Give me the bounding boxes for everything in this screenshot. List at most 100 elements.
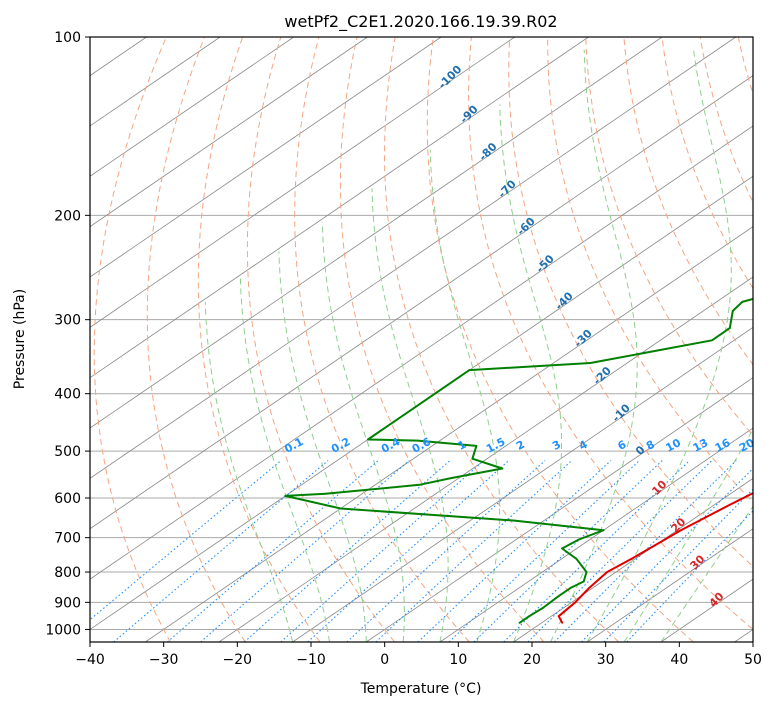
dewpoint-point <box>367 438 369 441</box>
dry-adiabat-line <box>146 37 246 642</box>
x-axis-label: Temperature (°C) <box>360 681 482 697</box>
temperature-point <box>606 571 609 573</box>
isotherm-line <box>145 226 753 642</box>
mixing-ratio-line <box>581 467 753 642</box>
isotherm-line <box>218 276 753 642</box>
dewpoint-point <box>741 301 744 303</box>
dewpoint-point <box>731 310 734 312</box>
temperature-point <box>630 557 633 560</box>
dewpoint-point <box>513 519 516 522</box>
x-tick-label: 50 <box>744 652 762 668</box>
dewpoint-point <box>417 439 419 442</box>
dry-adiabat-line <box>547 37 753 503</box>
x-tick-label: 40 <box>670 652 688 668</box>
moist-adiabat-line <box>550 49 638 642</box>
y-tick-label: 300 <box>54 313 81 329</box>
moist-adiabat-line <box>204 301 294 642</box>
moist-adiabat-line <box>499 104 562 642</box>
dry-adiabat-line <box>197 37 321 642</box>
isotherm-line <box>90 37 442 278</box>
chart-title: wetPf2_C2E1.2020.166.19.39.R02 <box>284 12 557 32</box>
dry-adiabat-line <box>93 37 171 642</box>
y-tick-label: 500 <box>54 444 81 460</box>
dewpoint-point <box>578 538 580 541</box>
dry-adiabat-line <box>339 37 545 642</box>
isotherm-line <box>90 37 589 379</box>
mixing-ratio-line <box>417 460 612 642</box>
temperature-point <box>654 544 657 546</box>
moist-adiabat-line <box>660 505 753 642</box>
dewpoint-point <box>418 483 421 486</box>
dewpoint-point <box>561 547 563 550</box>
mixing-ratio-line <box>527 460 713 642</box>
moist-adiabat-line <box>429 149 501 642</box>
isotherm-line <box>439 427 753 642</box>
dry-adiabat-line <box>383 37 620 642</box>
dry-adiabat-line <box>426 37 694 642</box>
y-axis-label: Pressure (hPa) <box>12 289 28 389</box>
temperature-point <box>557 615 560 618</box>
isotherm-line <box>90 37 516 328</box>
mixing-ratio-line <box>90 460 282 621</box>
moist-adiabat-line <box>623 428 753 642</box>
moist-adiabat-line <box>321 221 405 642</box>
mixing-ratio-line <box>503 460 691 642</box>
dewpoint-point <box>471 457 474 460</box>
isotherm-line <box>90 175 753 630</box>
mixing-ratio-lines <box>90 460 753 642</box>
plot-frame <box>89 36 754 643</box>
x-tick-label: 20 <box>523 652 541 668</box>
dewpoint-point <box>475 445 478 447</box>
isotherm-line <box>366 377 753 642</box>
isotherm-line <box>90 37 368 228</box>
isotherm-line <box>90 37 737 479</box>
y-tick-label: 1000 <box>45 622 81 638</box>
dewpoint-point <box>468 369 471 371</box>
dewpoint-point <box>324 492 327 495</box>
moist-adiabat-line <box>278 251 367 642</box>
mixing-ratio-label: 16 <box>713 436 733 455</box>
dry-adiabat-line <box>246 37 395 642</box>
mixing-ratio-line <box>113 460 329 642</box>
temperature-point <box>725 505 728 508</box>
moist-adiabats <box>204 49 753 642</box>
dry-adiabat-line <box>468 37 753 631</box>
temperature-point <box>680 529 682 532</box>
isobar-grid <box>90 37 753 630</box>
isotherm-line <box>90 37 295 177</box>
dewpoint-point <box>557 595 559 598</box>
mixing-ratio-line <box>346 460 546 642</box>
dewpoint-point <box>518 622 521 624</box>
dry-adiabat-line <box>623 37 753 366</box>
dewpoint-point <box>284 495 287 497</box>
mixing-ratio-label: 20 <box>737 436 757 455</box>
dewpoint-point <box>582 580 585 583</box>
mixing-ratio-label: 13 <box>691 436 711 455</box>
mixing-ratio-line <box>280 460 485 642</box>
temperature-point <box>561 622 564 624</box>
moist-adiabat-line <box>239 277 330 642</box>
y-tick-label: 200 <box>54 208 81 224</box>
dewpoint-point <box>541 607 544 609</box>
isotherm-line <box>90 37 663 429</box>
dewpoint-point <box>728 327 731 329</box>
mixing-ratio-line <box>244 460 451 642</box>
x-tick-label: 10 <box>449 652 467 668</box>
dewpoint-point <box>589 362 592 364</box>
y-tick-label: 900 <box>54 595 81 611</box>
dewpoint-point <box>711 339 713 342</box>
dry-adiabat-line <box>508 37 753 568</box>
y-tick-label: 700 <box>54 531 81 547</box>
mixing-ratio-line <box>307 460 510 642</box>
dewpoint-point <box>339 507 342 510</box>
mixing-ratio-line <box>375 460 573 642</box>
mixing-ratio-label: 10 <box>663 436 683 455</box>
x-tick-label: −40 <box>75 652 105 668</box>
dry-adiabats <box>93 37 753 642</box>
dewpoint-point <box>585 571 588 573</box>
dewpoint-point <box>602 529 605 532</box>
x-tick-label: 30 <box>597 652 615 668</box>
isotherm-line <box>587 528 753 642</box>
x-axis: −40 −30 −20 −10 0 10 20 30 40 50 <box>75 642 762 668</box>
